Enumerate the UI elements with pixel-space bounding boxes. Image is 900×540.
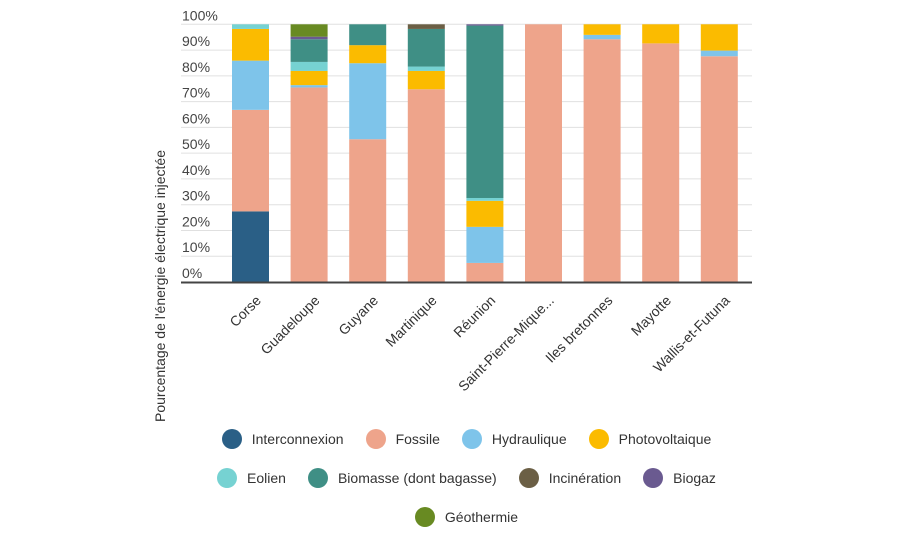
bar-segment [232, 24, 269, 29]
legend-item[interactable]: Biomasse (dont bagasse) [307, 468, 497, 488]
legend-row-3: Géothermie [181, 507, 752, 527]
bar-segment [407, 89, 445, 282]
bar-segment [583, 34, 621, 40]
legend-item[interactable]: Biogaz [643, 468, 716, 488]
bar-segment [407, 28, 445, 67]
legend-item[interactable]: Eolien [217, 468, 286, 488]
legend-marker-icon [588, 429, 609, 449]
legend-item[interactable]: Interconnexion [221, 429, 344, 449]
bar-segment [466, 25, 504, 198]
legend-marker-icon [518, 468, 539, 488]
bar-segment [700, 56, 738, 283]
bar-segment [232, 211, 269, 282]
legend-marker-icon [414, 507, 435, 527]
legend-marker-icon [221, 429, 242, 449]
bar-segment [642, 24, 680, 44]
x-tick-label: Corse [226, 292, 264, 330]
x-tick-label: Réunion [450, 292, 498, 340]
legend-item[interactable]: Incinération [518, 468, 622, 488]
bar-segment [466, 226, 504, 263]
y-tick-label: 40% [182, 162, 210, 178]
bar-segment [700, 50, 738, 57]
bar-segment [232, 109, 269, 212]
legend-marker-icon [307, 468, 328, 488]
x-tick-label: Mayotte [628, 292, 675, 339]
legend-label: Eolien [247, 470, 286, 486]
legend-label: Fossile [395, 431, 440, 447]
legend-marker-icon [643, 468, 664, 488]
bar-segment [290, 39, 328, 62]
bar-segment [407, 66, 445, 71]
x-tick-label: Guadeloupe [257, 292, 322, 357]
x-tick-label: Martinique [382, 292, 440, 350]
bar-segment [583, 39, 621, 283]
bar-segment [642, 43, 680, 283]
bar-segment [349, 45, 387, 64]
bar-segment [232, 60, 269, 110]
y-axis-title: Pourcentage de l'énergie électrique inje… [152, 150, 168, 422]
legend-marker-icon [217, 468, 238, 488]
legend-item[interactable]: Géothermie [414, 507, 519, 527]
legend-label: Interconnexion [251, 431, 344, 447]
y-tick-label: 20% [182, 213, 210, 229]
legend-item[interactable]: Photovoltaique [588, 429, 712, 449]
legend-marker-icon [461, 429, 482, 449]
bar-segment [466, 197, 504, 201]
bar-segment [290, 24, 328, 37]
bar-segment [466, 24, 504, 26]
bar-segment [466, 262, 504, 282]
legend-label: Hydraulique [491, 431, 567, 447]
legend-marker-icon [365, 429, 386, 449]
y-tick-label: 0% [182, 265, 202, 281]
legend-row-1: Interconnexion Fossile Hydraulique Photovol… [181, 429, 752, 449]
x-tick-label: Guyane [335, 292, 381, 338]
legend-row-2: Eolien Biomasse (dont bagasse) Incinératio… [181, 468, 752, 488]
bar-segment [290, 87, 328, 283]
bar-segment [290, 85, 328, 88]
y-tick-label: 10% [182, 239, 210, 255]
bar-segment [349, 24, 387, 46]
legend-label: Biogaz [673, 470, 716, 486]
y-tick-label: 50% [182, 136, 210, 152]
bar-segment [349, 139, 387, 282]
legend-label: Géothermie [444, 509, 519, 525]
bar-segment [290, 36, 328, 40]
y-tick-label: 90% [182, 33, 210, 49]
legend-label: Photovoltaique [618, 431, 712, 447]
x-tick-label: Saint-Pierre-Mique... [455, 292, 557, 394]
legend-label: Incinération [548, 470, 622, 486]
bar-segment [583, 24, 621, 35]
bar-segment [700, 24, 738, 51]
y-tick-label: 80% [182, 59, 210, 75]
legend-item[interactable]: Fossile [365, 429, 440, 449]
y-tick-label: 70% [182, 85, 210, 101]
bar-segment [407, 70, 445, 90]
bar-segment [349, 63, 387, 140]
y-tick-label: 60% [182, 110, 210, 126]
bar-segment [232, 28, 269, 61]
bar-segment [525, 24, 562, 283]
bar-segment [407, 24, 445, 29]
bar-segment [290, 70, 328, 86]
legend-label: Biomasse (dont bagasse) [337, 470, 497, 486]
bar-segment [466, 200, 504, 227]
bar-segment [290, 61, 328, 71]
y-tick-label: 30% [182, 188, 210, 204]
legend-item[interactable]: Hydraulique [461, 429, 567, 449]
y-tick-label: 100% [182, 7, 218, 23]
